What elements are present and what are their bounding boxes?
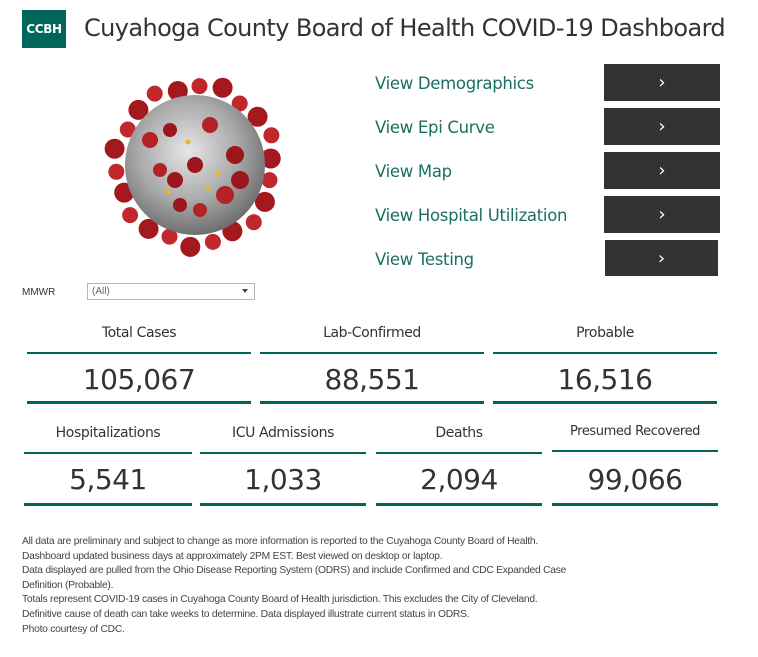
virus-spikes <box>104 77 281 257</box>
nav-link-epi-curve[interactable]: View Epi Curve <box>375 118 495 137</box>
footer-line: Totals represent COVID-19 cases in Cuyah… <box>22 594 538 606</box>
footer-line: Photo courtesy of CDC. <box>22 623 125 635</box>
nav-link-testing[interactable]: View Testing <box>375 250 474 269</box>
spike-protein <box>163 123 177 137</box>
kpi-divider <box>493 352 717 354</box>
spike-protein <box>161 228 178 245</box>
kpi-divider <box>493 401 717 404</box>
virus-surface-proteins <box>142 117 249 217</box>
footer-line: Dashboard updated business days at appro… <box>22 550 443 562</box>
chevron-right-icon: › <box>658 116 666 137</box>
kpi-divider <box>260 352 484 354</box>
hospital-utilization-button[interactable]: › <box>604 196 720 233</box>
spike-protein <box>167 172 183 188</box>
mmwr-filter-dropdown[interactable]: (All) <box>87 283 255 300</box>
spike-protein <box>202 117 218 133</box>
chevron-right-icon: › <box>657 247 666 269</box>
spike-protein <box>128 99 149 120</box>
surface-dot <box>165 189 171 195</box>
kpi-label-icu-admissions: ICU Admissions <box>232 425 334 441</box>
surface-dot <box>185 139 191 145</box>
spike-protein <box>187 157 203 173</box>
spike-protein <box>261 172 278 189</box>
kpi-divider <box>200 452 366 454</box>
kpi-label-total-cases: Total Cases <box>101 325 177 341</box>
testing-button[interactable]: › <box>605 240 718 276</box>
kpi-divider <box>260 401 484 404</box>
mmwr-filter-label: MMWR <box>22 287 56 298</box>
nav-link-map[interactable]: View Map <box>375 162 452 181</box>
spike-protein <box>254 191 275 212</box>
epi-curve-button[interactable]: › <box>604 108 720 145</box>
kpi-divider <box>376 503 542 506</box>
spike-protein <box>204 233 221 250</box>
spike-protein <box>193 203 207 217</box>
kpi-divider <box>27 401 251 404</box>
spike-protein <box>231 95 248 112</box>
chevron-right-icon: › <box>658 160 666 181</box>
kpi-divider <box>24 503 192 506</box>
spike-protein <box>180 236 201 257</box>
nav-link-hospital-utilization[interactable]: View Hospital Utilization <box>375 206 568 225</box>
spike-protein <box>260 148 281 169</box>
kpi-divider <box>552 450 718 452</box>
demographics-button[interactable]: › <box>604 64 720 101</box>
footer-notes: All data are preliminary and subject to … <box>22 535 566 637</box>
kpi-divider <box>27 352 251 354</box>
footer-line: Data displayed are pulled from the Ohio … <box>22 565 567 577</box>
footer-line: All data are preliminary and subject to … <box>22 536 538 547</box>
kpi-divider <box>200 503 366 506</box>
kpi-value-hospitalizations: 5,541 <box>69 463 147 496</box>
spike-protein <box>212 77 233 98</box>
kpi-value-deaths: 2,094 <box>420 463 498 496</box>
spike-protein <box>191 78 208 95</box>
kpi-label-lab-confirmed: Lab-Confirmed <box>323 325 421 341</box>
kpi-value-presumed-recovered: 99,066 <box>587 463 683 496</box>
spike-protein <box>245 214 262 231</box>
spike-protein <box>119 121 136 138</box>
spike-protein <box>122 207 139 224</box>
kpi-label-presumed-recovered: Presumed Recovered <box>569 424 701 439</box>
spike-protein <box>153 163 167 177</box>
kpi-value-icu-admissions: 1,033 <box>244 463 322 496</box>
kpi-value-probable: 16,516 <box>557 363 653 396</box>
map-button[interactable]: › <box>604 152 720 189</box>
footer-line: Definitive cause of death can take weeks… <box>22 608 470 620</box>
spike-protein <box>104 138 125 159</box>
kpi-divider <box>24 452 192 454</box>
spike-protein <box>173 198 187 212</box>
kpi-value-lab-confirmed: 88,551 <box>324 363 420 396</box>
ccbh-logo: CCBH <box>22 10 66 48</box>
mmwr-selected-value: (All) <box>92 286 110 297</box>
spike-protein <box>146 85 163 102</box>
chevron-right-icon: › <box>658 204 666 225</box>
kpi-label-deaths: Deaths <box>435 425 483 441</box>
coronavirus-image <box>104 77 281 257</box>
kpi-divider <box>552 503 718 506</box>
spike-protein <box>142 132 158 148</box>
spike-protein <box>138 218 159 239</box>
spike-protein <box>231 171 249 189</box>
dropdown-caret-icon <box>242 289 248 293</box>
kpi-label-probable: Probable <box>576 325 634 341</box>
spike-protein <box>263 127 280 144</box>
footer-line: Definition (Probable). <box>22 579 114 591</box>
spike-protein <box>226 146 244 164</box>
spike-protein <box>167 81 188 101</box>
surface-dot <box>215 171 221 177</box>
spike-protein <box>247 106 268 127</box>
spike-protein <box>216 186 234 204</box>
chevron-right-icon: › <box>658 72 666 93</box>
kpi-value-total-cases: 105,067 <box>82 363 196 396</box>
kpi-label-hospitalizations: Hospitalizations <box>55 425 161 441</box>
surface-dot <box>205 185 211 191</box>
kpi-divider <box>376 452 542 454</box>
page-title: Cuyahoga County Board of Health COVID-19… <box>84 14 726 42</box>
spike-protein <box>108 163 125 180</box>
nav-link-demographics[interactable]: View Demographics <box>375 74 534 93</box>
